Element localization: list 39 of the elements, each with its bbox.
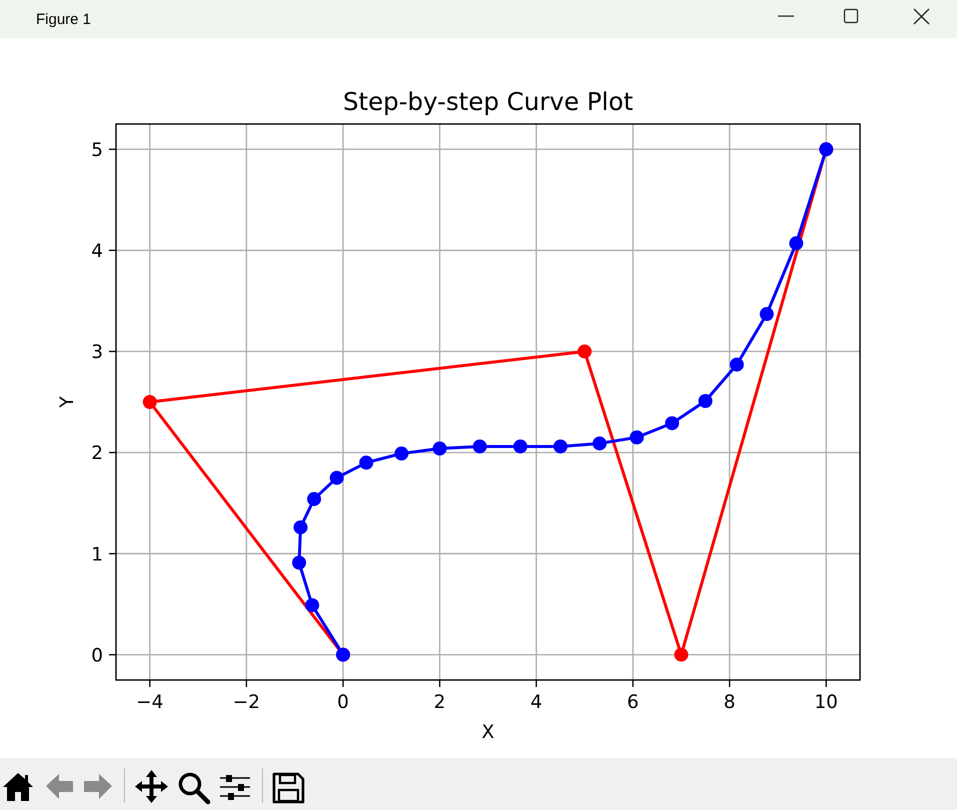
x-tick-label: 2 <box>434 692 446 713</box>
y-tick-label: 2 <box>91 443 103 464</box>
x-tick-label: 6 <box>627 692 639 713</box>
point <box>294 520 308 534</box>
point <box>305 598 320 612</box>
y-tick-label: 1 <box>91 544 103 566</box>
point <box>760 307 774 322</box>
x-tick-label: −2 <box>232 692 260 713</box>
point <box>472 439 487 454</box>
y-tick-label: 4 <box>91 241 103 262</box>
point <box>730 358 744 372</box>
x-tick-label: 0 <box>337 692 349 713</box>
point <box>330 470 344 485</box>
point <box>394 446 409 461</box>
point <box>789 236 804 250</box>
point <box>307 492 322 506</box>
x-tick-label: 8 <box>724 692 736 713</box>
point <box>698 394 712 408</box>
point <box>142 395 157 409</box>
point <box>513 439 528 454</box>
point <box>292 556 306 570</box>
y-tick-label: 5 <box>91 140 103 161</box>
x-tick-label: −4 <box>136 692 164 713</box>
y-tick-label: 3 <box>91 342 103 364</box>
y-axis-title: Y <box>57 396 78 409</box>
point <box>665 416 680 430</box>
point <box>592 436 607 450</box>
x-tick-label: 10 <box>814 692 838 713</box>
point <box>630 430 644 444</box>
caption: Figure 1 <box>36 11 92 28</box>
point <box>553 439 568 454</box>
chart-title: Step-by-step Curve Plot <box>342 87 634 116</box>
x-axis-title: X <box>482 722 495 743</box>
point <box>432 442 447 456</box>
point <box>674 648 688 662</box>
y-tick-label: 0 <box>91 645 103 666</box>
point <box>578 344 592 358</box>
point <box>359 456 374 470</box>
x-tick-label: 4 <box>530 692 542 713</box>
